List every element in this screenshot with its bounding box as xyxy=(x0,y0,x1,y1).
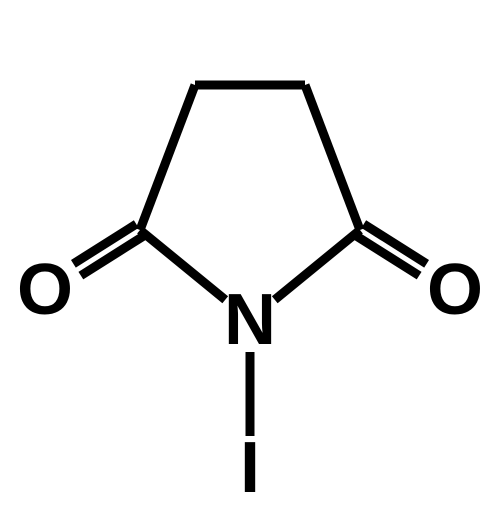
atom-label-oxygen-left: O xyxy=(17,249,73,331)
atom-label-iodine: I xyxy=(240,427,260,509)
molecule-diagram xyxy=(0,0,500,500)
atom-label-nitrogen: N xyxy=(224,279,276,361)
atom-label-oxygen-right: O xyxy=(427,249,483,331)
